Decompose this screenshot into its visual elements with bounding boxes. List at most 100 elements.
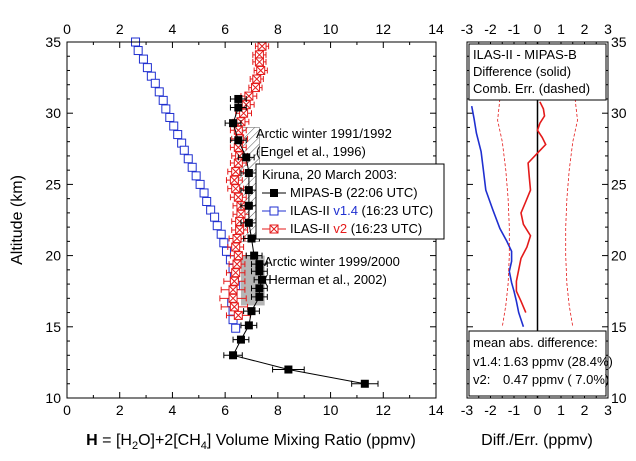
legend-marker-ilas14 (269, 206, 279, 216)
x-tick-label-bottom: 3 (604, 402, 612, 418)
ilas2-point (233, 192, 243, 202)
marker-cross (252, 74, 262, 84)
mean-box-version-label: v1.4: (473, 354, 501, 369)
x-tick-label-top: 12 (375, 21, 391, 37)
marker-cross (251, 83, 260, 92)
mipas-point (255, 260, 264, 269)
ilas14-point (173, 130, 183, 140)
mipas-point (242, 153, 251, 162)
difference-header-box: ILAS-II - MIPAS-B Difference (solid) Comb.… (468, 43, 607, 101)
x-tick-label-top: 2 (116, 21, 124, 37)
y-tick-label: 25 (45, 176, 61, 192)
ilas14-point (219, 238, 229, 248)
ilas2-point (235, 216, 245, 226)
ilas14-point (183, 154, 193, 164)
series-diff_v14 (470, 105, 525, 328)
ref-box-1-label: Arctic winter 1991/1992 (256, 126, 392, 141)
mean-box-version-label: v2: (473, 372, 490, 387)
legend-label-part: v1.4 (333, 203, 358, 218)
marker-cross (233, 251, 243, 260)
marker-cross (256, 66, 266, 75)
mipas-point (247, 307, 256, 316)
x-tick-label-bottom: 4 (169, 402, 177, 418)
legend-marker-mipas (270, 189, 278, 197)
mipas-point (255, 292, 264, 301)
x-axis-label-subscript: 4 (201, 440, 207, 452)
legend-label-part: MIPAS-B (22:06 UTC) (290, 185, 418, 200)
header-box-line: Difference (solid) (473, 64, 571, 79)
x-axis-label: H = [H2O]+2[CH4] Volume Mixing Ratio (pp… (86, 432, 416, 452)
series-ilas14 (131, 37, 241, 333)
mean-box-value: 1.63 ppmv (28.4%) (503, 354, 613, 369)
ilas14-point (210, 212, 220, 222)
legend-marker-ilas2 (269, 224, 279, 234)
mipas-point (244, 169, 253, 178)
marker-cross (230, 175, 239, 185)
mipas-point (250, 251, 259, 260)
marker-cross (231, 184, 241, 194)
mean-box-title: mean abs. difference: (473, 335, 598, 350)
ilas14-point (142, 63, 152, 73)
ref-box-2-source: (Herman et al., 2002) (264, 272, 387, 287)
mipas-point (247, 234, 256, 243)
legend-label-part: (16:23 UTC) (347, 221, 422, 236)
ilas14-point (231, 323, 241, 333)
y-tick-label: 10 (45, 390, 61, 406)
x-tick-label-bottom: 1 (557, 402, 565, 418)
mean-box-value: 0.47 ppmv ( 7.0%) (503, 372, 609, 387)
x-axis-label-subscript: 2 (132, 440, 138, 452)
x-tick-label-top: 6 (221, 21, 229, 37)
mipas-point (360, 379, 369, 388)
ilas14-point (169, 121, 179, 131)
x-tick-label-bottom: 2 (116, 402, 124, 418)
marker-cross (232, 259, 242, 269)
ilas14-point (138, 54, 148, 64)
y-tick-label: 15 (45, 319, 61, 335)
marker-cross (228, 285, 238, 295)
ilas2-point (229, 302, 239, 312)
ilas2-point (250, 83, 260, 93)
x-tick-label-bottom: 8 (274, 402, 282, 418)
x-tick-label-top: 1 (557, 21, 565, 37)
marker-cross (233, 192, 243, 202)
x-tick-label-top: 8 (274, 21, 282, 37)
ilas2-point (231, 184, 241, 194)
marker-cross (231, 167, 241, 176)
difference-panel: -3-3-2-2-1-100112233101520253035ILAS-II … (461, 21, 627, 449)
header-box-frame (468, 43, 607, 101)
ilas14-point (221, 246, 231, 256)
x-tick-label-top: -2 (484, 21, 497, 37)
marker-cross (231, 242, 241, 252)
mipas-point (229, 351, 238, 360)
x-axis-label: Diff./Err. (ppmv) (481, 432, 593, 449)
mipas-line (232, 99, 365, 385)
legend-label-part: ILAS-II (290, 203, 333, 218)
x-axis-label-part: = [H (98, 432, 132, 449)
legend-label-part: v2 (333, 221, 347, 236)
mipas-point (284, 365, 293, 374)
mipas-point (258, 275, 267, 284)
x-tick-label-top: 0 (63, 21, 71, 37)
mipas-point (229, 119, 238, 128)
legend-box (255, 163, 445, 240)
ilas14-point (154, 87, 164, 97)
ilas2-point (252, 74, 262, 84)
marker-cross (269, 224, 279, 234)
ilas2-point (232, 259, 242, 269)
mipas-point (234, 103, 243, 112)
y-tick-label: 20 (45, 248, 61, 264)
legend-label-ilas2: ILAS-II v2 (16:23 UTC) (290, 221, 422, 236)
header-box-line: Comb. Err. (dashed) (473, 81, 590, 96)
marker-cross (230, 302, 239, 312)
ilas14-point (202, 196, 212, 206)
mipas-point (244, 218, 253, 227)
marker-cross (228, 293, 238, 303)
ilas14-point (187, 162, 197, 172)
y-tick-label: 25 (611, 176, 627, 192)
x-tick-label-bottom: -2 (484, 402, 497, 418)
x-tick-label-bottom: 10 (323, 402, 339, 418)
right-plot-frame (466, 41, 609, 399)
ilas14-point (161, 104, 171, 114)
mipas-point (244, 321, 253, 330)
